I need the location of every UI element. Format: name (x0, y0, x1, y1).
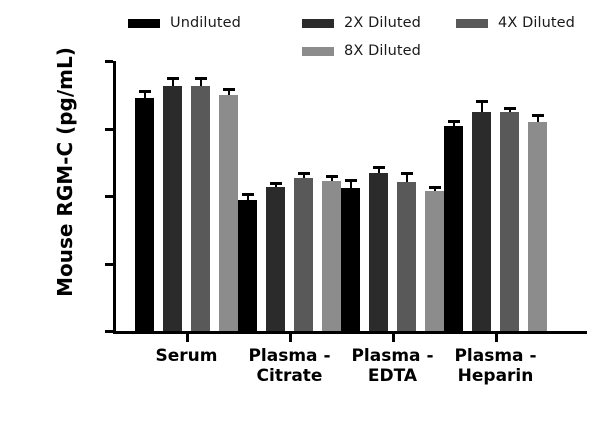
error-bar-cap (475, 99, 488, 103)
error-bar-cap (138, 89, 151, 93)
y-axis-title: Mouse RGM-C (pg/mL) (53, 47, 77, 297)
x-axis-group-label: Serum (117, 346, 257, 367)
legend-swatch-4x-diluted (456, 18, 488, 28)
bar (425, 190, 444, 331)
y-axis-tick (105, 195, 113, 198)
x-axis-tick (185, 334, 189, 342)
error-bar-line (377, 168, 380, 174)
bar (341, 187, 360, 331)
error-bar-cap (531, 114, 544, 118)
error-bar-line (433, 188, 436, 191)
error-bar-line (349, 181, 352, 188)
error-bar-cap (166, 77, 179, 81)
error-bar-line (480, 102, 483, 112)
error-bar-line (199, 79, 202, 87)
error-bar-line (143, 92, 146, 99)
bar (472, 111, 491, 331)
y-axis-tick (105, 330, 113, 333)
bar (266, 187, 285, 331)
legend-item-2x-diluted: 2X Diluted (302, 14, 421, 32)
legend-swatch-8x-diluted (302, 46, 334, 56)
error-bar-cap (400, 172, 413, 176)
bar (219, 95, 238, 331)
error-bar-line (536, 117, 539, 123)
error-bar-cap (194, 76, 207, 80)
legend-label-2x-diluted: 2X Diluted (344, 15, 421, 31)
x-axis-tick (494, 334, 498, 342)
bar (369, 173, 388, 331)
x-axis-tick (391, 334, 395, 342)
bar (191, 86, 210, 331)
error-bar-cap (297, 171, 310, 175)
x-axis-group-label: Plasma - EDTA (323, 346, 463, 386)
error-bar-cap (428, 185, 441, 189)
bar (500, 111, 519, 331)
error-bar-cap (269, 181, 282, 185)
error-bar-line (274, 184, 277, 188)
x-axis-group-label-line: Citrate (256, 365, 323, 386)
error-bar-line (452, 122, 455, 127)
error-bar-cap (325, 174, 338, 178)
error-bar-line (246, 195, 249, 201)
bar (163, 86, 182, 331)
legend-label-4x-diluted: 4X Diluted (498, 15, 575, 31)
x-axis-group-label-line: Plasma - (454, 346, 537, 366)
error-bar-line (330, 177, 333, 181)
x-axis-line (113, 331, 587, 334)
legend-item-4x-diluted: 4X Diluted (456, 14, 575, 32)
error-bar-cap (447, 119, 460, 123)
bar (444, 126, 463, 331)
legend-label-8x-diluted: 8X Diluted (344, 43, 421, 59)
chart-legend: Undiluted 2X Diluted 4X Diluted 8X Dilut… (128, 14, 588, 62)
y-axis-line (113, 61, 116, 332)
error-bar-cap (344, 178, 357, 182)
x-axis-group-label-line: Plasma - (248, 346, 331, 366)
legend-swatch-undiluted (128, 18, 160, 28)
error-bar-line (302, 174, 305, 178)
error-bar-cap (503, 106, 516, 110)
error-bar-line (508, 109, 511, 112)
bar (322, 180, 341, 331)
x-axis-group-label: Plasma - Heparin (426, 346, 566, 386)
bar (238, 200, 257, 331)
bar (528, 122, 547, 331)
x-axis-group-label-line: EDTA (367, 365, 418, 386)
bar (294, 177, 313, 331)
error-bar-line (405, 175, 408, 182)
x-axis-tick (288, 334, 292, 342)
y-axis-tick (105, 60, 113, 63)
legend-item-undiluted: Undiluted (128, 14, 241, 32)
legend-label-undiluted: Undiluted (170, 15, 241, 31)
legend-swatch-2x-diluted (302, 18, 334, 28)
legend-item-8x-diluted: 8X Diluted (302, 42, 421, 60)
x-axis-group-label: Plasma - Citrate (220, 346, 360, 386)
error-bar-cap (372, 165, 385, 169)
bar (135, 98, 154, 331)
error-bar-line (171, 80, 174, 87)
bar (397, 181, 416, 331)
x-axis-group-label-line: Heparin (457, 365, 534, 386)
x-axis-group-label-line: Plasma - (351, 346, 434, 366)
error-bar-line (227, 90, 230, 96)
x-axis-group-label-line: Serum (155, 346, 218, 366)
y-axis-tick (105, 262, 113, 266)
error-bar-cap (241, 192, 254, 196)
y-axis-tick (105, 127, 113, 131)
error-bar-cap (222, 87, 235, 91)
